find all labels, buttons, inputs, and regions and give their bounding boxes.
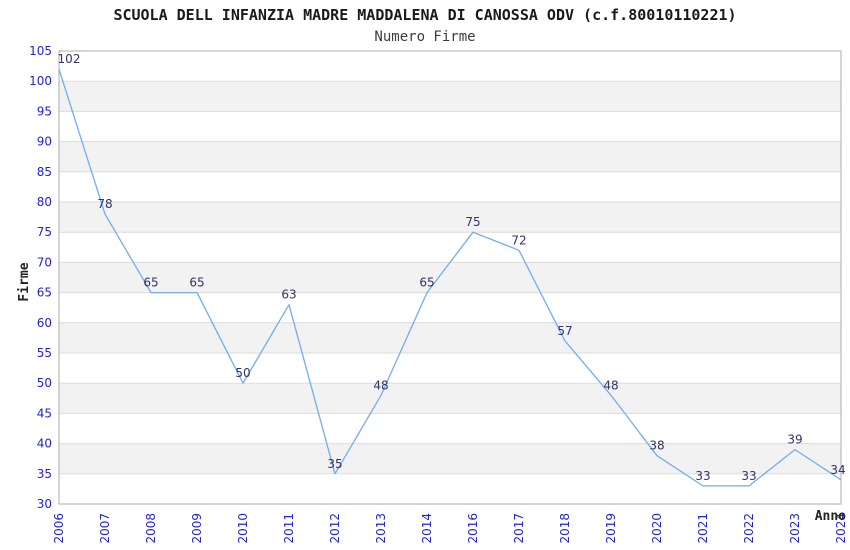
chart-subtitle: Numero Firme bbox=[374, 29, 475, 45]
plot-border bbox=[58, 50, 842, 505]
x-tick-label: 2019 bbox=[604, 513, 618, 544]
y-tick-label: 55 bbox=[37, 346, 52, 360]
y-tick-label: 65 bbox=[37, 286, 52, 300]
data-point-label: 33 bbox=[741, 469, 756, 483]
x-tick-label: 2018 bbox=[558, 513, 572, 544]
plot-band bbox=[59, 81, 841, 112]
y-tick-label: 95 bbox=[37, 104, 52, 118]
x-tick-label: 2023 bbox=[788, 513, 802, 544]
x-tick-label: 2008 bbox=[144, 513, 158, 544]
plot-band bbox=[59, 443, 841, 474]
data-point-label: 63 bbox=[281, 288, 296, 302]
data-point-label: 34 bbox=[830, 463, 845, 477]
y-tick-label: 35 bbox=[37, 467, 52, 481]
data-point-label: 48 bbox=[373, 378, 388, 392]
x-tick-label: 2012 bbox=[328, 513, 342, 544]
data-point-label: 39 bbox=[787, 433, 802, 447]
y-tick-label: 80 bbox=[37, 195, 52, 209]
y-tick-label: 45 bbox=[37, 406, 52, 420]
plot-band bbox=[59, 322, 841, 353]
y-tick-label: 90 bbox=[37, 135, 52, 149]
data-point-label: 65 bbox=[189, 276, 204, 290]
plot-band bbox=[59, 262, 841, 293]
y-tick-label: 85 bbox=[37, 165, 52, 179]
chart-title: SCUOLA DELL INFANZIA MADRE MADDALENA DI … bbox=[113, 6, 736, 24]
y-tick-label: 50 bbox=[37, 376, 52, 390]
y-axis-label: Firme bbox=[17, 262, 32, 301]
y-tick-label: 75 bbox=[37, 225, 52, 239]
x-tick-label: 2016 bbox=[466, 513, 480, 544]
x-tick-label: 2024 bbox=[834, 513, 848, 544]
x-tick-label: 2011 bbox=[282, 513, 296, 544]
data-point-label: 65 bbox=[419, 276, 434, 290]
plot-area: 30 35 40 45 50 55 60 65 70 75 80 85 90 95 100 105 2006 20… bbox=[29, 44, 848, 544]
x-tick-label: 2009 bbox=[190, 513, 204, 544]
data-point-label: 102 bbox=[58, 52, 81, 66]
data-point-label: 78 bbox=[97, 197, 112, 211]
y-tick-label: 40 bbox=[37, 437, 52, 451]
y-tick-label: 30 bbox=[37, 497, 52, 511]
x-tick-label: 2021 bbox=[696, 513, 710, 544]
x-tick-label: 2010 bbox=[236, 513, 250, 544]
x-axis-label: Anno bbox=[815, 509, 846, 524]
y-tick-label: 100 bbox=[29, 74, 52, 88]
data-point-label: 33 bbox=[695, 469, 710, 483]
x-tick-label: 2022 bbox=[742, 513, 756, 544]
data-point-label: 48 bbox=[603, 378, 618, 392]
x-tick-label: 2006 bbox=[52, 513, 66, 544]
y-tick-label: 70 bbox=[37, 255, 52, 269]
y-tick-label: 105 bbox=[29, 44, 52, 58]
data-point-label: 65 bbox=[143, 276, 158, 290]
data-point-label: 35 bbox=[327, 457, 342, 471]
data-point-label: 72 bbox=[511, 233, 526, 247]
x-tick-label: 2017 bbox=[512, 513, 526, 544]
x-tick-label: 2020 bbox=[650, 513, 664, 544]
series-line bbox=[58, 68, 842, 487]
plot-band bbox=[59, 383, 841, 414]
data-point-label: 75 bbox=[465, 215, 480, 229]
data-point-label: 57 bbox=[557, 324, 572, 338]
x-tick-label: 2007 bbox=[98, 513, 112, 544]
y-tick-label: 60 bbox=[37, 316, 52, 330]
data-point-label: 50 bbox=[235, 366, 250, 380]
plot-band bbox=[59, 141, 841, 172]
x-tick-label: 2013 bbox=[374, 513, 388, 544]
plot-band bbox=[59, 202, 841, 233]
data-point-label: 38 bbox=[649, 439, 664, 453]
x-tick-label: 2014 bbox=[420, 513, 434, 544]
